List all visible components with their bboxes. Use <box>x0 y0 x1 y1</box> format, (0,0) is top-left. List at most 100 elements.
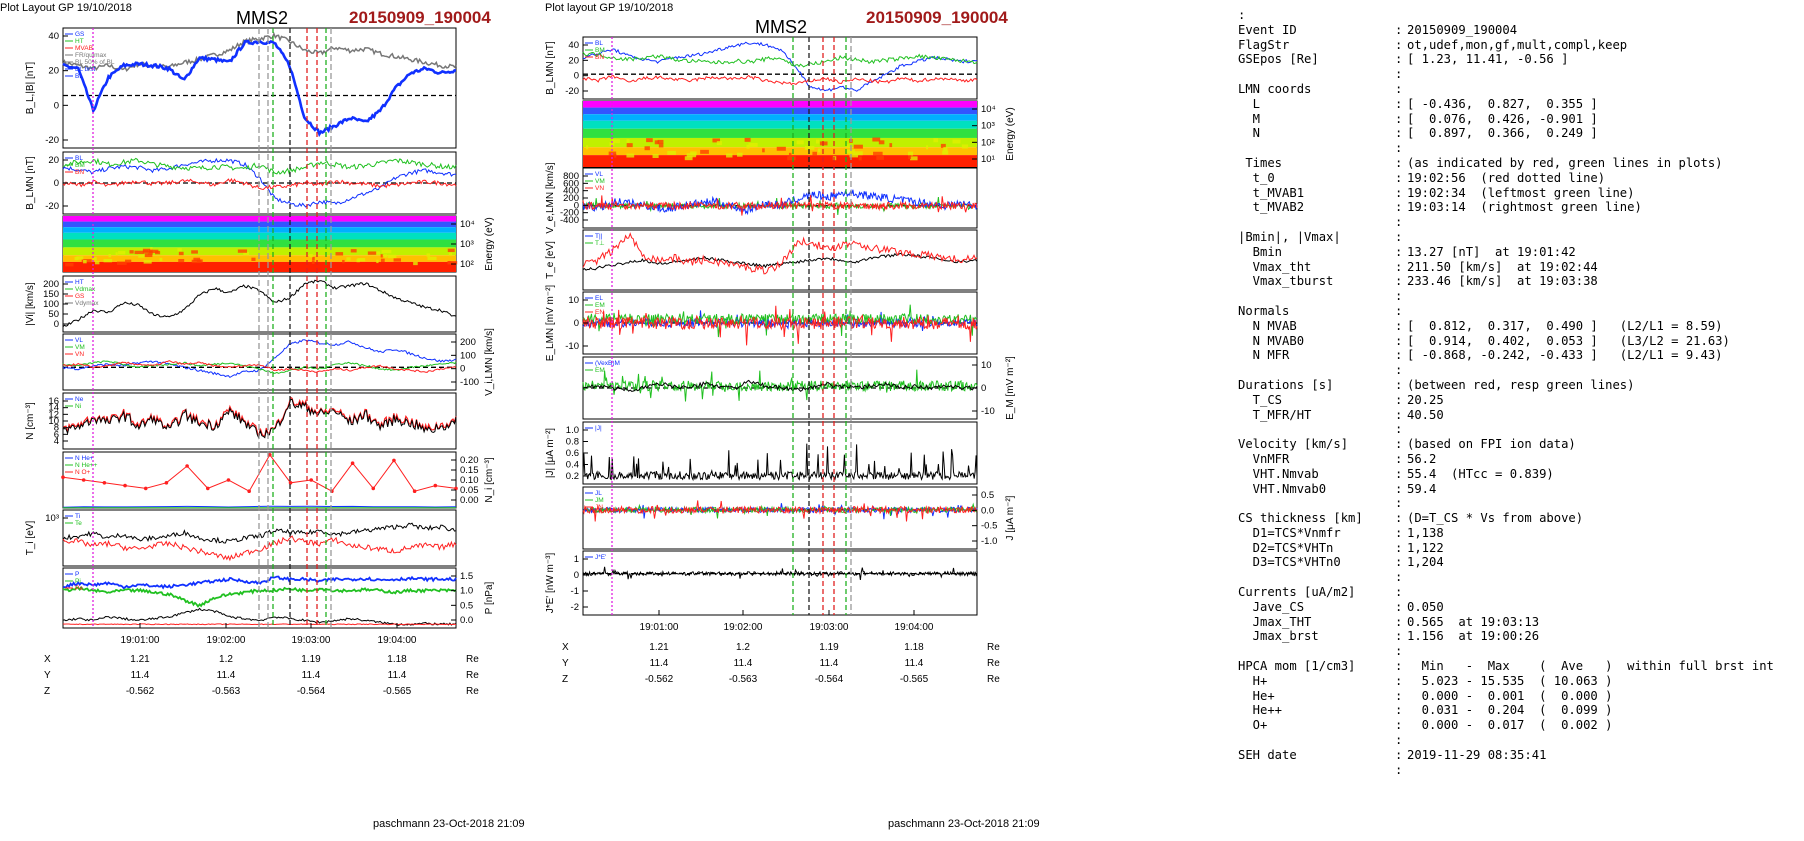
data-point <box>123 483 127 488</box>
time-tick-label: 19:01:00 <box>640 622 679 633</box>
y-tick-label: 10² <box>460 259 474 270</box>
ephem-name: Z <box>44 686 50 697</box>
series-line <box>582 500 978 522</box>
spectrogram-cell <box>376 259 379 264</box>
spectrogram-cell <box>796 140 804 145</box>
spectrogram-cell <box>381 249 392 254</box>
info-key: N MFR <box>1238 348 1290 363</box>
info-key: SEH date <box>1238 747 1297 762</box>
info-key: T_MFR/HT <box>1238 407 1312 422</box>
info-sep: : <box>1395 540 1403 555</box>
info-value: 0.565 at 19:03:13 <box>1407 614 1540 629</box>
data-point <box>268 453 272 457</box>
y-tick-label: 14 <box>48 403 59 414</box>
y-tick-label: 600 <box>563 178 579 189</box>
y-axis-label: E_LMN [mV m⁻²] <box>545 285 556 362</box>
series-line <box>582 379 978 392</box>
data-point <box>454 486 458 491</box>
spectrogram-band <box>63 247 456 256</box>
legend-label: N He++ <box>75 462 98 469</box>
spectrogram-cell <box>908 151 914 156</box>
y-tick-label: 4 <box>54 436 59 447</box>
legend-label: Vdymax <box>75 300 99 307</box>
y-tick-label: 200 <box>563 193 579 204</box>
spectrogram-cell <box>684 156 693 161</box>
info-row: D2=TCS*VHTn:1,122 <box>1238 541 1774 556</box>
ephem-value: 1.18 <box>904 642 924 653</box>
info-key: t_MVAB1 <box>1238 185 1305 200</box>
spectrogram-cell <box>943 146 948 151</box>
info-key: Times <box>1238 155 1283 170</box>
y-tick-label: 0.05 <box>460 485 479 496</box>
info-key: N MVAB0 <box>1238 333 1305 348</box>
info-value: Min - Max ( Ave ) within full brst int <box>1407 659 1774 674</box>
y-tick-label: 20 <box>48 155 59 166</box>
y-tick-label: 0.6 <box>566 448 579 459</box>
spectrogram-cell <box>846 144 850 149</box>
spectrogram-cell <box>961 144 969 149</box>
ephem-value: -0.565 <box>383 686 412 697</box>
spectrogram-cell <box>612 139 620 144</box>
info-row: : <box>1238 496 1774 511</box>
info-row: : <box>1238 289 1774 304</box>
spectrogram-cell <box>357 257 366 262</box>
legend-label: P <box>75 571 79 578</box>
left-header: Plot Layout GP 19/10/2018 <box>0 2 132 14</box>
y-tick-label: 12 <box>48 409 59 420</box>
info-key: L <box>1238 96 1261 111</box>
time-tick-label: 19:02:00 <box>207 635 246 646</box>
info-row: GSEpos [Re]: [ 1.23, 11.41, -0.56 ] <box>1238 52 1774 67</box>
right-footer: paschmann 23-Oct-2018 21:09 <box>888 818 1040 830</box>
legend-label: VL <box>595 171 603 178</box>
y-tick-label: 20 <box>48 66 59 77</box>
series-line <box>62 360 457 374</box>
info-value: [ -0.436, 0.827, 0.355 ] <box>1407 96 1598 111</box>
spectrogram-cell <box>737 152 743 157</box>
info-key: Event ID <box>1238 22 1297 37</box>
legend-label: J*E' <box>595 554 606 561</box>
y-tick-label: -20 <box>45 201 59 212</box>
info-key: GSEpos [Re] <box>1238 52 1319 67</box>
info-key: : <box>1238 8 1246 22</box>
info-row: Velocity [km/s]: (based on FPI ion data) <box>1238 437 1774 452</box>
info-row: M: [ 0.076, 0.426, -0.901 ] <box>1238 112 1774 127</box>
spectrogram-band <box>63 221 456 228</box>
info-value: 0.000 - 0.001 ( 0.000 ) <box>1407 688 1613 703</box>
ephem-unit: Re <box>466 654 479 665</box>
info-row: |Bmin|, |Vmax|: <box>1238 230 1774 245</box>
y-axis-label: |J| [μA m⁻²] <box>545 428 556 478</box>
spectrogram-cell <box>108 253 112 258</box>
legend-label: BL brst <box>75 66 96 73</box>
info-sep: : <box>1395 481 1403 496</box>
info-row: FlagStr: ot,udef,mon,gf,mult,compl,keep <box>1238 38 1774 53</box>
spectrogram-cell <box>143 260 152 264</box>
series-line <box>582 305 978 346</box>
info-value: 1,122 <box>1407 540 1444 555</box>
ephem-value: 11.4 <box>820 658 839 669</box>
info-row: H+: 5.023 - 15.535 ( 10.063 ) <box>1238 674 1774 689</box>
ephem-value: -0.562 <box>126 686 155 697</box>
info-sep: : <box>1395 126 1403 141</box>
spectrogram-cell <box>116 261 127 265</box>
spectrogram-cell <box>309 253 313 258</box>
time-tick-label: 19:03:00 <box>292 635 331 646</box>
series-line <box>582 41 978 92</box>
info-value: (D=T_CS * Vs from above) <box>1407 511 1584 526</box>
legend-label: (VexB)M <box>595 360 620 367</box>
info-sep: : <box>1395 363 1403 378</box>
spectrogram-cell <box>908 155 912 160</box>
spectrogram-cell <box>95 260 100 265</box>
y-tick-label: -1.0 <box>981 536 997 547</box>
info-sep: : <box>1395 614 1403 629</box>
y-tick-label: 0 <box>574 71 579 82</box>
left-event-id: 20150909_190004 <box>349 8 491 27</box>
y-tick-label: 0 <box>574 570 579 581</box>
info-row: D1=TCS*Vnmfr:1,138 <box>1238 526 1774 541</box>
info-value: (between red, resp green lines) <box>1407 377 1635 392</box>
ephem-value: 11.4 <box>217 670 236 681</box>
info-value: 20150909_190004 <box>1407 22 1518 37</box>
series-line <box>582 195 978 216</box>
spectrogram-cell <box>311 260 315 264</box>
info-value: ot,udef,mon,gf,mult,compl,keep <box>1407 37 1628 52</box>
spectrogram-band <box>583 101 977 108</box>
